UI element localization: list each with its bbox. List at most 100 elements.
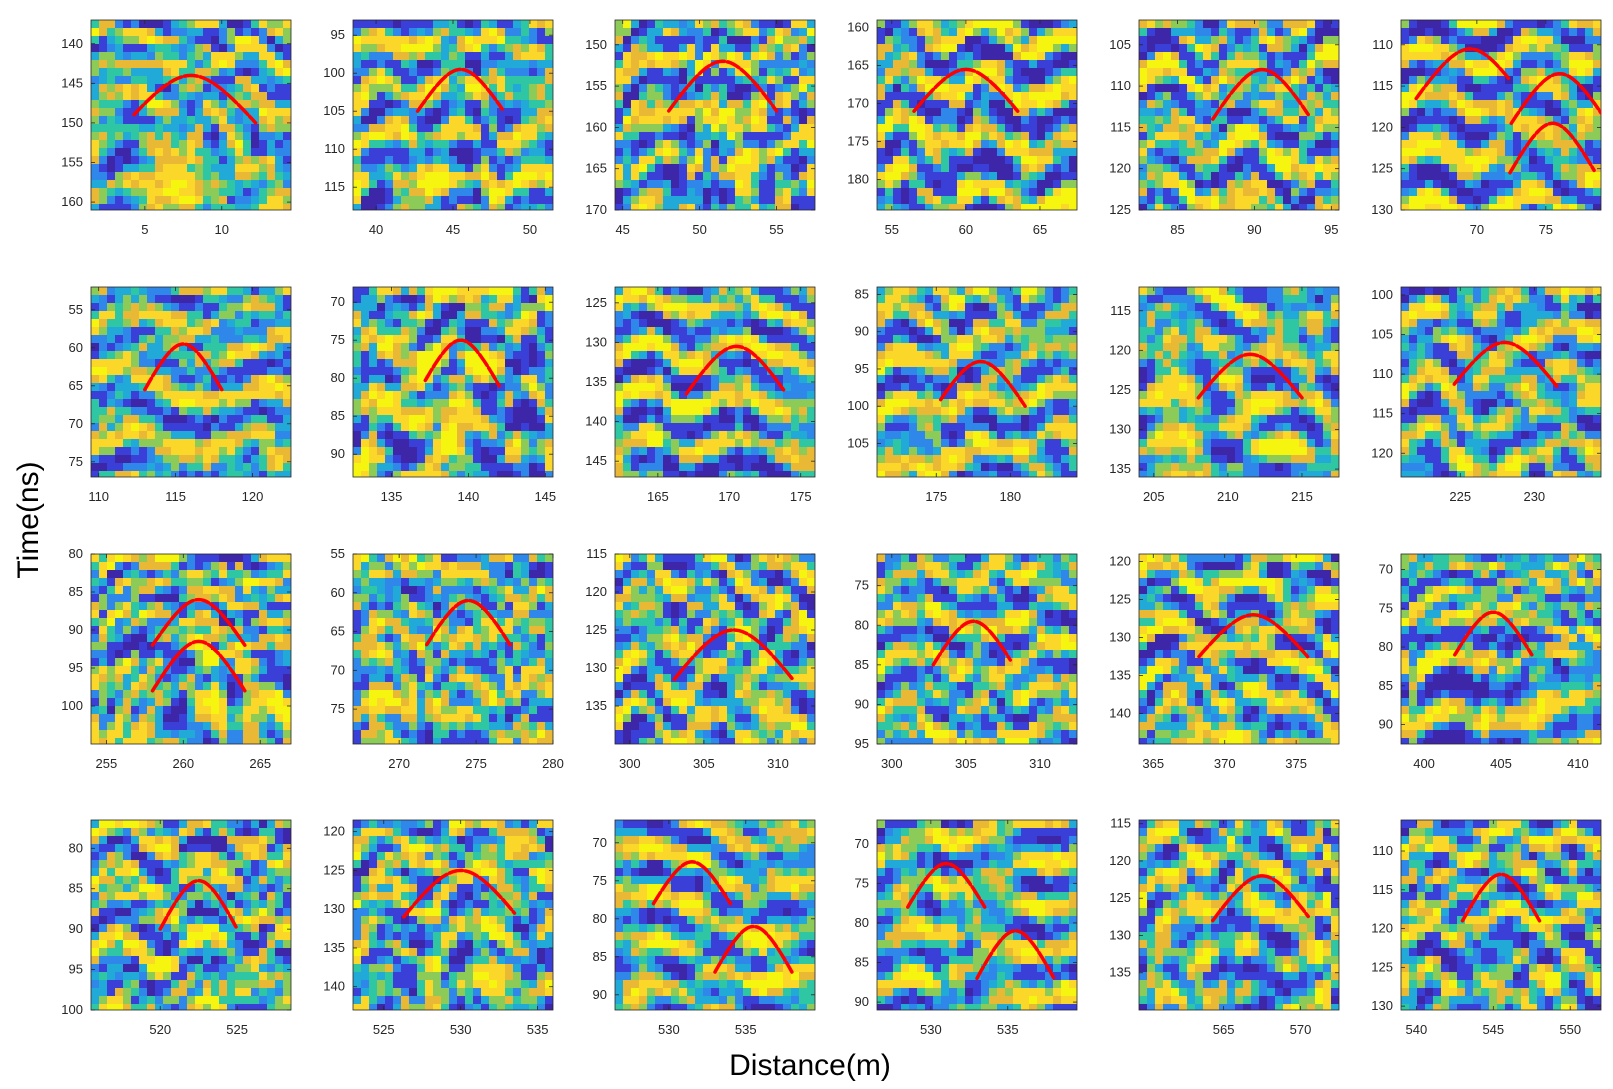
hyperbola-fit-curve (402, 868, 517, 919)
y-tick-label: 135 (585, 698, 607, 713)
y-tick-label: 85 (1379, 678, 1393, 693)
x-tick-label: 405 (1490, 756, 1512, 771)
y-tick-label: 145 (61, 75, 83, 90)
y-tick-label: 140 (1109, 706, 1131, 721)
axes-box (876, 553, 1078, 745)
x-tick-label: 135 (381, 489, 403, 504)
y-tick-label: 90 (593, 987, 607, 1002)
radargram-texture (877, 287, 1077, 477)
panel-0-0: 5 10 140 145 150 155 160 (61, 19, 292, 237)
y-tick-label: 135 (1109, 668, 1131, 683)
y-tick-label: 75 (593, 873, 607, 888)
y-tick-label: 85 (331, 408, 345, 423)
radargram-texture (1401, 20, 1601, 210)
x-tick-label: 260 (172, 756, 194, 771)
hyperbola-fit-curve (143, 342, 224, 392)
panel-0-3: 55 60 65 160 165 170 175 180 (847, 19, 1078, 237)
radargram-texture (91, 287, 291, 477)
x-tick-label: 310 (1029, 756, 1051, 771)
y-tick-label: 110 (1372, 366, 1393, 381)
y-tick-label: 150 (61, 115, 83, 130)
y-tick-label: 140 (323, 979, 345, 994)
hyperbola-fit-curve (912, 67, 1020, 113)
x-tick-label: 145 (534, 489, 556, 504)
x-tick-label: 40 (369, 222, 383, 237)
axes-box (1138, 19, 1340, 211)
y-tick-label: 120 (1109, 554, 1131, 569)
x-tick-label: 400 (1413, 756, 1435, 771)
panel-2-5: 400 405 410 70 75 80 85 90 (1379, 553, 1602, 771)
y-tick-label: 90 (855, 696, 869, 711)
y-tick-label: 80 (593, 911, 607, 926)
panel-1-3: 175 180 85 90 95 100 105 (847, 286, 1078, 504)
y-tick-label: 70 (1379, 562, 1393, 577)
radargram-texture (1139, 820, 1339, 1010)
y-tick-label: 55 (69, 302, 83, 317)
y-tick-label: 110 (1110, 78, 1131, 93)
hyperbola-fit-curve (713, 924, 794, 974)
y-tick-label: 150 (585, 37, 607, 52)
y-tick-label: 90 (69, 622, 83, 637)
axes-box (352, 819, 554, 1011)
axes-box (876, 819, 1078, 1011)
y-tick-label: 155 (585, 78, 607, 93)
radargram-texture (877, 20, 1077, 210)
hyperbola-fit-curve (415, 67, 504, 113)
hyperbola-fit-curve (132, 73, 258, 125)
x-tick-label: 95 (1324, 222, 1338, 237)
hyperbola-fit-curve (423, 338, 501, 388)
y-tick-label: 110 (1372, 37, 1393, 52)
y-tick-label: 80 (331, 370, 345, 385)
y-axis-title: Time(ns) (12, 461, 45, 578)
y-tick-label: 95 (69, 660, 83, 675)
y-tick-label: 100 (323, 65, 345, 80)
y-tick-label: 75 (331, 701, 345, 716)
panel-0-4: 85 90 95 105 110 115 120 125 (1109, 19, 1340, 237)
y-tick-label: 135 (585, 374, 607, 389)
x-axis-title: Distance(m) (729, 1049, 891, 1082)
axes-box (1400, 19, 1602, 211)
y-tick-label: 70 (855, 836, 869, 851)
x-tick-label: 205 (1143, 489, 1165, 504)
panel-3-4: 565 570 115 120 125 130 135 (1109, 816, 1340, 1037)
y-tick-label: 85 (69, 584, 83, 599)
y-tick-label: 60 (331, 585, 345, 600)
y-tick-label: 100 (847, 398, 869, 413)
panel-1-2: 165 170 175 125 130 135 140 145 (585, 286, 816, 504)
panel-2-1: 270 275 280 55 60 65 70 75 (331, 546, 564, 771)
radargram-texture (1401, 554, 1601, 744)
y-tick-label: 80 (855, 915, 869, 930)
y-tick-label: 125 (585, 622, 607, 637)
y-tick-label: 165 (847, 58, 869, 73)
y-tick-label: 120 (585, 584, 607, 599)
x-tick-label: 50 (692, 222, 706, 237)
x-tick-label: 70 (1470, 222, 1484, 237)
x-tick-label: 535 (997, 1022, 1019, 1037)
x-tick-label: 255 (96, 756, 118, 771)
y-tick-label: 85 (593, 949, 607, 964)
x-tick-label: 545 (1482, 1022, 1504, 1037)
hyperbola-fit-curve (1508, 121, 1596, 175)
radargram-texture (1139, 20, 1339, 210)
y-tick-label: 85 (855, 955, 869, 970)
y-tick-label: 170 (585, 202, 607, 217)
hyperbola-fit-curve (975, 929, 1056, 981)
radargram-texture (615, 554, 815, 744)
x-tick-label: 270 (388, 756, 410, 771)
x-tick-label: 530 (920, 1022, 942, 1037)
radargram-texture (615, 287, 815, 477)
axes-box (614, 553, 816, 745)
axes-box (1400, 819, 1602, 1011)
y-tick-label: 140 (585, 414, 607, 429)
x-tick-label: 10 (215, 222, 229, 237)
panel-2-4: 365 370 375 120 125 130 135 140 (1109, 554, 1340, 771)
radargram-texture (353, 820, 553, 1010)
y-tick-label: 70 (69, 416, 83, 431)
y-tick-label: 130 (585, 660, 607, 675)
hyperbola-fit-curve (667, 59, 779, 113)
y-tick-label: 75 (331, 332, 345, 347)
x-tick-label: 550 (1559, 1022, 1581, 1037)
y-tick-label: 120 (1371, 445, 1393, 460)
y-tick-label: 95 (855, 736, 869, 751)
y-tick-label: 135 (1109, 965, 1131, 980)
